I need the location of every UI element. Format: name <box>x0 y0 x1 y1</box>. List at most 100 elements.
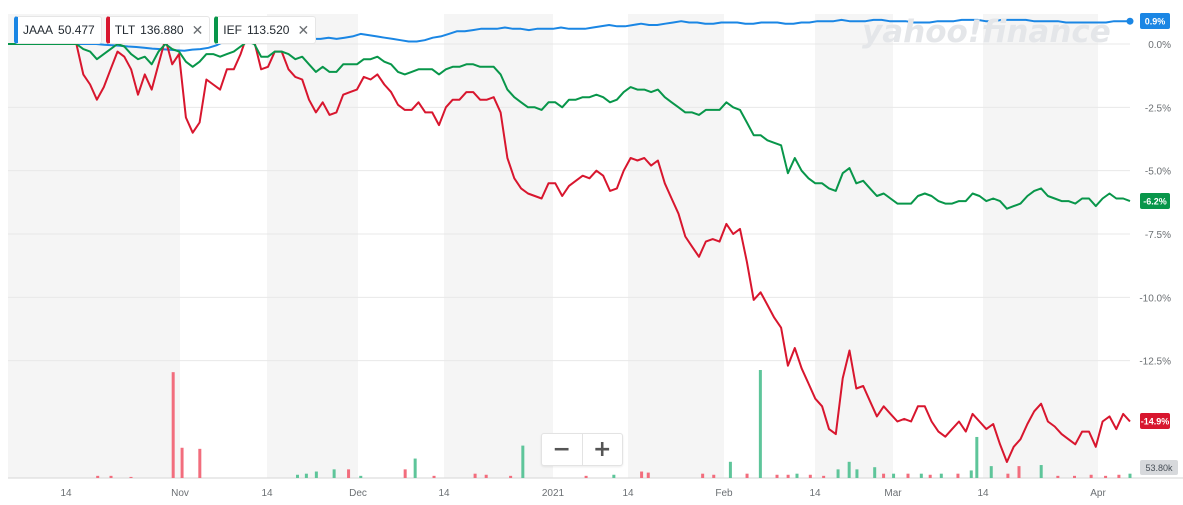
volume-bar <box>314 471 318 478</box>
volume-bar <box>359 475 363 478</box>
zoom-controls: − + <box>541 433 623 466</box>
series-line-ief <box>8 40 1131 210</box>
volume-bar <box>473 473 477 478</box>
band <box>983 14 1098 478</box>
band <box>8 14 66 478</box>
x-tick-label: Nov <box>171 488 189 499</box>
y-tick-label: -5.0% <box>1145 167 1171 178</box>
volume-bar <box>808 474 812 478</box>
volume-bar <box>1073 475 1076 478</box>
volume-bar <box>521 445 525 478</box>
volume-bar <box>171 372 175 478</box>
x-tick-label: 14 <box>809 488 821 499</box>
volume-bar <box>612 474 616 478</box>
volume-bar <box>1117 474 1121 478</box>
legend-symbol: JAAA <box>23 23 54 37</box>
jaaa-end-dot <box>1126 17 1134 25</box>
volume-bars: 53.80k <box>96 370 1178 478</box>
x-tick-label: 14 <box>261 488 273 499</box>
volume-bar <box>892 473 896 478</box>
series-end-tags: 0.9% -14.9% -6.2% <box>1140 13 1170 429</box>
volume-bar <box>1006 473 1010 478</box>
band <box>444 14 553 478</box>
volume-label-bg <box>1140 460 1178 475</box>
comparison-legend: JAAA 50.477 TLT 136.880 ✕ IEF 113.520 ✕ <box>14 16 317 44</box>
volume-bar <box>847 461 851 478</box>
series-line-jaaa <box>8 18 1130 52</box>
y-axis-ticks: 0.0% -2.5% -5.0% -7.5% -10.0% -12.5% <box>1139 40 1171 368</box>
volume-bar <box>413 458 417 478</box>
end-tag-bg <box>1140 193 1170 209</box>
volume-bar <box>96 475 100 478</box>
legend-chip-ief[interactable]: IEF 113.520 ✕ <box>214 16 317 44</box>
volume-bar <box>712 474 716 478</box>
volume-bar <box>873 467 877 478</box>
volume-bar <box>1104 475 1108 478</box>
zoom-in-button[interactable]: + <box>581 434 623 465</box>
volume-bar <box>939 473 943 478</box>
x-tick-label: 14 <box>60 488 72 499</box>
volume-bar <box>509 475 513 478</box>
x-tick-label: Mar <box>884 488 902 499</box>
plot-background <box>8 14 1130 478</box>
series-line-tlt <box>8 32 1131 463</box>
volume-bar <box>882 473 886 478</box>
end-tag-jaaa: 0.9% <box>1145 17 1166 27</box>
legend-value: 50.477 <box>58 23 95 37</box>
volume-bar <box>640 471 644 478</box>
volume-bar <box>1056 475 1060 478</box>
end-tag-bg <box>1140 413 1170 429</box>
volume-bar <box>403 469 407 478</box>
legend-chip-tlt[interactable]: TLT 136.880 ✕ <box>105 16 211 44</box>
grid-lines <box>8 43 1183 479</box>
volume-bar <box>989 466 993 478</box>
volume-bar <box>332 469 336 478</box>
x-tick-label: 14 <box>438 488 450 499</box>
volume-bar <box>347 469 351 478</box>
volume-bar <box>928 474 932 478</box>
volume-bar <box>701 473 705 478</box>
legend-value: 136.880 <box>140 23 184 37</box>
end-tag-tlt: -14.9% <box>1141 417 1170 427</box>
volume-bar <box>484 474 488 478</box>
remove-ief-close-icon[interactable]: ✕ <box>297 21 310 38</box>
legend-value: 113.520 <box>246 23 290 37</box>
volume-bar <box>296 474 299 478</box>
volume-bar <box>956 473 960 478</box>
legend-chip-jaaa[interactable]: JAAA 50.477 <box>14 16 102 44</box>
volume-bar <box>304 473 308 478</box>
x-tick-label: Dec <box>349 488 367 499</box>
volume-bar <box>795 473 799 478</box>
volume-bar <box>745 473 749 478</box>
volume-bar <box>198 448 202 478</box>
volume-bar <box>1039 465 1043 478</box>
volume-bar <box>919 473 923 478</box>
volume-bar <box>432 475 436 478</box>
zoom-out-button[interactable]: − <box>552 437 571 462</box>
volume-bar <box>906 473 910 478</box>
band <box>66 14 180 478</box>
volume-bar <box>646 472 650 478</box>
volume-bar <box>775 474 779 478</box>
volume-bar <box>855 469 859 478</box>
volume-max-label: 53.80k <box>1145 463 1173 473</box>
volume-bar <box>1089 474 1093 478</box>
alternating-bands <box>8 14 1130 478</box>
x-axis-ticks: 14 Nov 14 Dec 14 2021 14 Feb 14 Mar 14 Apr <box>60 488 1106 499</box>
y-tick-label: 0.0% <box>1148 40 1171 51</box>
volume-bar <box>975 436 979 478</box>
volume-bar <box>728 461 732 478</box>
remove-tlt-close-icon[interactable]: ✕ <box>191 21 204 38</box>
legend-symbol: IEF <box>223 23 242 37</box>
end-tag-bg <box>1140 13 1170 29</box>
x-tick-label: 14 <box>622 488 634 499</box>
band <box>267 14 358 478</box>
band <box>628 14 724 478</box>
volume-bar <box>584 475 588 478</box>
volume-bar <box>836 469 840 478</box>
volume-bar <box>1017 466 1021 478</box>
volume-bar <box>822 475 826 478</box>
y-tick-label: -7.5% <box>1145 230 1171 241</box>
